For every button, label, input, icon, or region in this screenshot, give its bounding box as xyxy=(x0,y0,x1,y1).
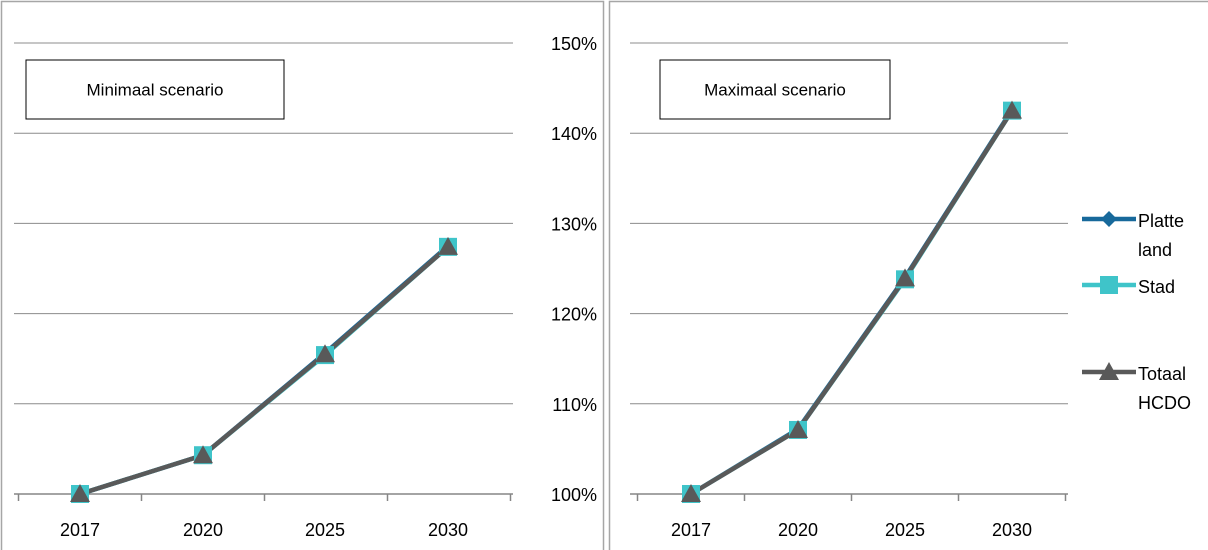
scenario-box xyxy=(25,59,285,120)
y-tick-label: 100% xyxy=(551,485,597,505)
scenario-label: Maximaal scenario xyxy=(704,81,846,100)
x-tick-label: 2017 xyxy=(671,520,711,540)
legend-label: land xyxy=(1138,240,1172,260)
data-point-totaal-hcdo xyxy=(438,236,458,255)
legend-label: Platte xyxy=(1138,211,1184,231)
legend-item: Platte land xyxy=(1082,211,1184,260)
legend-label: HCDO xyxy=(1138,393,1191,413)
legend-item: Stad xyxy=(1082,276,1175,297)
y-tick-label: 150% xyxy=(551,34,597,54)
series-line-stad xyxy=(79,245,450,497)
data-point-totaal-hcdo xyxy=(315,344,335,363)
series-line-platte-land xyxy=(79,244,450,497)
y-tick-label: 130% xyxy=(551,214,597,234)
data-point-totaal-hcdo xyxy=(1002,100,1022,119)
panel-frame-right xyxy=(608,0,1208,550)
legend-item: Totaal HCDO xyxy=(1082,362,1191,413)
legend-marker xyxy=(1101,211,1117,227)
data-point-totaal-hcdo xyxy=(788,419,808,438)
scenario-box xyxy=(659,59,891,120)
series-line-totaal-hcdo xyxy=(79,245,450,497)
x-tick-label: 2020 xyxy=(778,520,818,540)
y-tick-label: 110% xyxy=(552,395,597,415)
legend-marker xyxy=(1099,362,1119,380)
x-tick-label: 2017 xyxy=(60,520,100,540)
panel-frame-left xyxy=(0,0,605,550)
y-tick-label: 120% xyxy=(551,305,597,325)
series-line-totaal-hcdo xyxy=(689,109,1014,496)
x-tick-label: 2030 xyxy=(428,520,468,540)
legend: Platte land Stad Totaal HCDO xyxy=(1082,211,1191,413)
legend-marker xyxy=(1100,276,1118,294)
data-point-totaal-hcdo xyxy=(70,484,90,502)
series-line-platte-land xyxy=(689,108,1014,496)
y-tick-label: 140% xyxy=(551,124,597,144)
y-axis: 100% 110% 120% 130% 140% 150% xyxy=(551,34,597,505)
panel-minimaal: 2017 2020 2025 2030 Minimaal scenario xyxy=(14,42,513,540)
scenario-label: Minimaal scenario xyxy=(87,81,224,100)
x-tick-label: 2020 xyxy=(183,520,223,540)
data-point-totaal-hcdo xyxy=(681,484,701,502)
data-point-totaal-hcdo xyxy=(895,268,915,287)
series-line-stad xyxy=(689,109,1014,496)
x-tick-label: 2025 xyxy=(305,520,345,540)
legend-label: Totaal xyxy=(1138,364,1186,384)
x-tick-label: 2030 xyxy=(992,520,1032,540)
legend-label: Stad xyxy=(1138,277,1175,297)
panel-maximaal: 2017 2020 2025 2030 Maximaal scenario xyxy=(630,42,1068,540)
data-point-totaal-hcdo xyxy=(193,445,213,464)
x-tick-label: 2025 xyxy=(885,520,925,540)
